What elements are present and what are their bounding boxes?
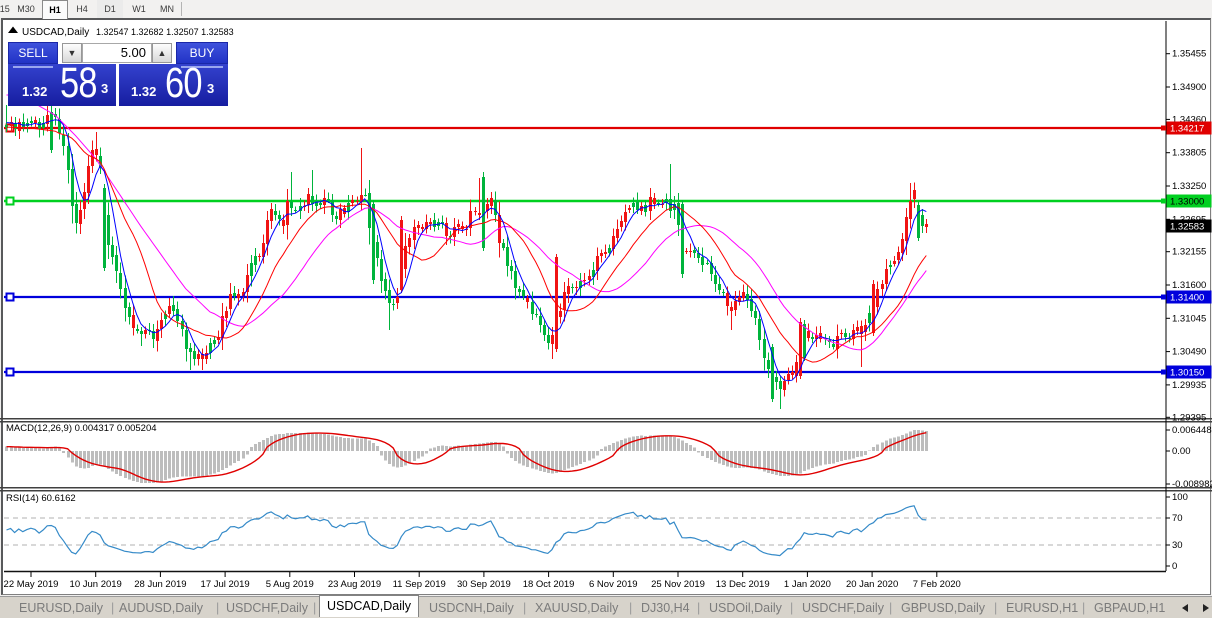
svg-text:11 Sep 2019: 11 Sep 2019	[393, 579, 446, 590]
svg-text:30 Sep 2019: 30 Sep 2019	[457, 579, 511, 590]
svg-text:1.32547 1.32682 1.32507 1.3258: 1.32547 1.32682 1.32507 1.32583	[96, 27, 234, 37]
svg-text:0.00: 0.00	[1172, 446, 1191, 457]
svg-text:1.32155: 1.32155	[1172, 247, 1206, 258]
svg-text:1.31045: 1.31045	[1172, 313, 1206, 324]
svg-text:25 Nov 2019: 25 Nov 2019	[651, 579, 705, 590]
svg-text:RSI(14) 60.6162: RSI(14) 60.6162	[6, 493, 76, 504]
svg-text:70: 70	[1172, 513, 1183, 524]
svg-text:1.31600: 1.31600	[1172, 280, 1206, 291]
svg-text:18 Oct 2019: 18 Oct 2019	[523, 579, 575, 590]
svg-text:17 Jul 2019: 17 Jul 2019	[201, 579, 250, 590]
svg-text:-0.008982: -0.008982	[1172, 479, 1212, 490]
svg-text:1.30150: 1.30150	[1170, 368, 1204, 379]
svg-text:1.33000: 1.33000	[1170, 197, 1204, 208]
svg-text:1.31400: 1.31400	[1170, 293, 1204, 304]
svg-text:30: 30	[1172, 540, 1183, 551]
svg-text:28 Jun 2019: 28 Jun 2019	[134, 579, 186, 590]
svg-text:1.34900: 1.34900	[1172, 82, 1206, 93]
svg-text:MACD(12,26,9) 0.004317 0.00520: MACD(12,26,9) 0.004317 0.005204	[6, 423, 157, 434]
svg-text:1.29395: 1.29395	[1172, 412, 1206, 423]
svg-text:1.30490: 1.30490	[1172, 347, 1206, 358]
svg-text:1 Jan 2020: 1 Jan 2020	[784, 579, 831, 590]
svg-text:23 Aug 2019: 23 Aug 2019	[328, 579, 381, 590]
svg-text:5 Aug 2019: 5 Aug 2019	[266, 579, 314, 590]
svg-text:1.35455: 1.35455	[1172, 49, 1206, 60]
svg-text:1.32583: 1.32583	[1170, 222, 1204, 233]
svg-text:22 May 2019: 22 May 2019	[4, 579, 59, 590]
svg-text:6 Nov 2019: 6 Nov 2019	[589, 579, 638, 590]
svg-text:7 Feb 2020: 7 Feb 2020	[913, 579, 961, 590]
svg-text:USDCAD,Daily: USDCAD,Daily	[22, 27, 89, 38]
svg-text:13 Dec 2019: 13 Dec 2019	[716, 579, 770, 590]
svg-text:0: 0	[1172, 561, 1177, 572]
svg-text:1.34217: 1.34217	[1170, 124, 1204, 135]
svg-text:1.33250: 1.33250	[1172, 181, 1206, 192]
svg-text:0.006448: 0.006448	[1172, 425, 1212, 436]
svg-text:10 Jun 2019: 10 Jun 2019	[70, 579, 122, 590]
svg-text:1.29935: 1.29935	[1172, 380, 1206, 391]
svg-text:1.34360: 1.34360	[1172, 114, 1206, 125]
svg-text:1.33805: 1.33805	[1172, 148, 1206, 159]
svg-text:20 Jan 2020: 20 Jan 2020	[846, 579, 898, 590]
svg-text:100: 100	[1172, 492, 1188, 503]
